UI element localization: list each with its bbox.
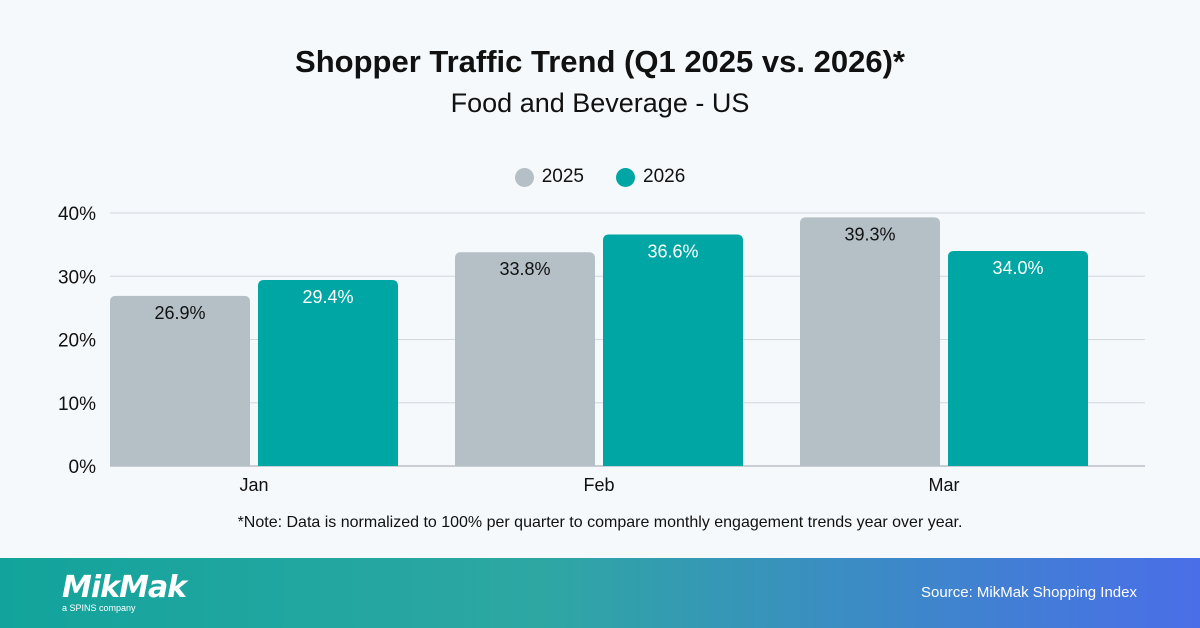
y-tick-label: 10%: [58, 394, 96, 415]
data-label: 33.8%: [499, 259, 550, 279]
source-text: Source: MikMak Shopping Index: [921, 584, 1137, 601]
x-tick-label: Feb: [583, 475, 614, 495]
data-label: 29.4%: [302, 287, 353, 307]
footer: MikMak a SPINS company Source: MikMak Sh…: [0, 558, 1200, 628]
chart-note: *Note: Data is normalized to 100% per qu…: [237, 514, 963, 531]
bar-2026-Jan: [258, 280, 398, 466]
legend-label: 2026: [643, 166, 686, 187]
chart-subtitle: Food and Beverage - US: [450, 88, 750, 118]
y-tick-label: 20%: [58, 331, 96, 352]
bar-2025-Mar: [800, 217, 940, 466]
legend-item-2026: 2026: [616, 166, 685, 188]
legend-swatch-2026: [616, 167, 635, 187]
bar-chart: 0% 10% 20% 30% 40% 26.9% 29.4% Jan 33.8% 36.6% Feb…: [58, 204, 1145, 495]
data-label: 34.0%: [992, 258, 1043, 278]
y-tick-label: 0%: [69, 457, 97, 478]
data-label: 26.9%: [154, 303, 205, 323]
bar-2025-Feb: [455, 252, 595, 466]
y-tick-label: 40%: [58, 204, 96, 225]
x-tick-label: Jan: [239, 475, 268, 495]
chart-title: Shopper Traffic Trend (Q1 2025 vs. 2026)…: [295, 44, 905, 79]
data-label: 36.6%: [647, 242, 698, 262]
mikmak-logo: MikMak a SPINS company: [62, 570, 187, 613]
logo-subtext: a SPINS company: [62, 603, 136, 613]
logo-wordmark: MikMak: [62, 570, 187, 605]
legend: 2025 2026: [0, 166, 1200, 188]
data-label: 39.3%: [844, 224, 895, 244]
bar-2025-Jan: [110, 295, 250, 466]
legend-swatch-2025: [514, 167, 534, 187]
legend-item-2025: 2025: [514, 166, 584, 188]
bar-2026-Feb: [603, 234, 743, 466]
bar-2026-Mar: [948, 250, 1088, 466]
legend-label: 2025: [541, 166, 584, 187]
y-tick-label: 30%: [58, 267, 96, 288]
x-tick-label: Mar: [929, 475, 960, 495]
